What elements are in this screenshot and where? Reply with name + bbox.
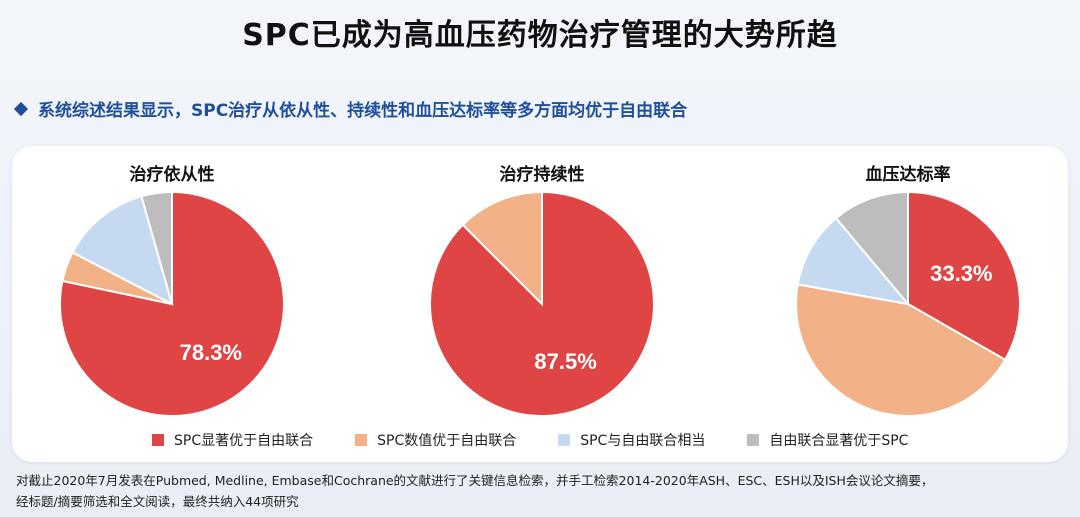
subtitle: 系统综述结果显示，SPC治疗从依从性、持续性和血压达标率等多方面均优于自由联合 <box>13 96 688 121</box>
chart-card: 治疗依从性 78.3% 治疗持续性 87.5% 血压达标率 33.3% SPC显… <box>12 146 1068 462</box>
legend-label: SPC数值优于自由联合 <box>377 433 517 449</box>
diamond-bullet-icon <box>13 101 29 116</box>
pie-svg: 78.3% <box>59 190 285 417</box>
pie-chart-bp-control: 血压达标率 33.3% <box>778 146 1038 426</box>
pie-slice <box>834 190 909 307</box>
pie-data-label: 78.3% <box>180 340 242 365</box>
pie-chart-adherence: 治疗依从性 78.3% <box>42 146 302 426</box>
pie-data-label: 87.5% <box>534 349 596 374</box>
pie-slice <box>140 190 173 305</box>
legend-label: 自由联合显著优于SPC <box>769 433 909 449</box>
page-title: SPC已成为高血压药物治疗管理的大势所趋 <box>242 18 838 53</box>
pie-title: 血压达标率 <box>865 165 951 185</box>
legend-label: SPC与自由联合相当 <box>580 433 706 449</box>
pie-slice <box>795 283 1007 417</box>
legend-label: SPC显著优于自由联合 <box>174 433 314 449</box>
legend-item: SPC数值优于自由联合 <box>355 430 516 450</box>
pie-title: 治疗依从性 <box>129 165 215 185</box>
legend-item: SPC显著优于自由联合 <box>152 430 313 450</box>
footnote-line: 对截止2020年7月发表在Pubmed, Medline, Embase和Coc… <box>16 473 934 488</box>
pie-svg: 33.3% <box>795 190 1021 417</box>
legend-swatch <box>355 434 368 446</box>
legend-swatch <box>747 434 760 446</box>
pie-chart-persistence: 治疗持续性 87.5% <box>412 146 672 426</box>
pie-svg: 87.5% <box>429 190 655 417</box>
pie-slice <box>461 190 543 307</box>
pie-slice <box>71 195 174 306</box>
subtitle-text: 系统综述结果显示，SPC治疗从依从性、持续性和血压达标率等多方面均优于自由联合 <box>38 101 688 121</box>
footnote-line: 经标题/摘要筛选和全文阅读，最终共纳入44项研究 <box>16 494 299 509</box>
legend-swatch <box>558 434 571 446</box>
pie-slice <box>907 190 1021 362</box>
legend-item: SPC与自由联合相当 <box>558 430 705 450</box>
legend: SPC显著优于自由联合 SPC数值优于自由联合 SPC与自由联合相当 自由联合显… <box>152 430 908 450</box>
legend-item: 自由联合显著优于SPC <box>747 430 908 450</box>
footnote: 对截止2020年7月发表在Pubmed, Medline, Embase和Coc… <box>16 470 1066 512</box>
pie-slice <box>796 216 911 306</box>
pie-data-label: 33.3% <box>930 261 992 286</box>
pie-title: 治疗持续性 <box>499 165 585 185</box>
legend-swatch <box>152 434 164 446</box>
